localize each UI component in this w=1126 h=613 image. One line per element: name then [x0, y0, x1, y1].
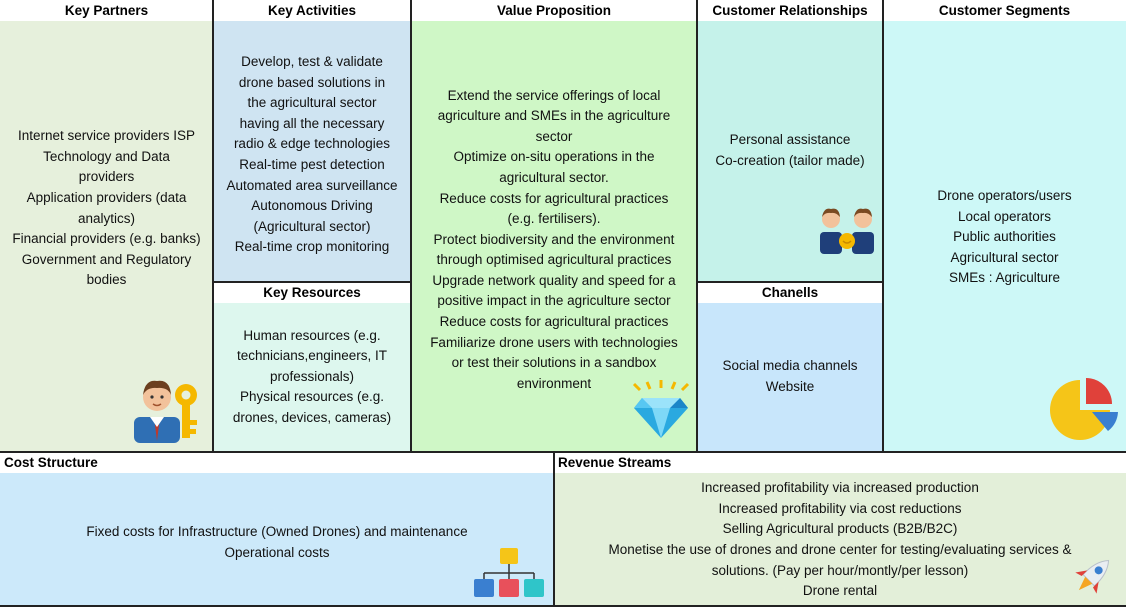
- divider: [213, 281, 410, 283]
- text-line: Agricultural sector: [950, 249, 1059, 265]
- text-line: agricultural sector.: [499, 169, 609, 185]
- text-line: Protect biodiversity and the environment: [433, 231, 675, 247]
- text-line: Physical resources (e.g.: [239, 389, 385, 405]
- text-line: (Agricultural sector): [253, 218, 371, 234]
- divider: [0, 605, 1126, 607]
- text-line: Autonomous Driving: [251, 198, 373, 214]
- divider: [696, 0, 698, 452]
- divider: [0, 451, 1126, 453]
- text-line: positive impact in the agriculture secto…: [437, 293, 671, 309]
- text-line: radio & edge technologies: [233, 136, 391, 152]
- text-line: Public authorities: [953, 229, 1056, 245]
- text-line: Upgrade network quality and speed for a: [432, 272, 676, 288]
- text-line: Financial providers (e.g. banks): [12, 231, 201, 247]
- text-line: Develop, test & validate: [241, 54, 383, 70]
- key-activities-text: Develop, test & validate drone based solu…: [213, 45, 411, 265]
- text-line: Real-time pest detection: [239, 157, 385, 172]
- value-proposition-text: Extend the service offerings of local agr…: [411, 80, 697, 400]
- key-partners-text: Internet service providers ISP Technology…: [0, 21, 213, 396]
- text-line: SMEs : Agriculture: [948, 270, 1061, 286]
- key-activities-cell: [213, 21, 411, 281]
- text-line: Reduce costs for agricultural practices: [439, 190, 669, 206]
- cost-structure-header: Cost Structure: [0, 452, 554, 473]
- handshake-icon: [820, 208, 874, 254]
- divider: [553, 452, 555, 607]
- text-line: Government and Regulatory: [21, 251, 192, 267]
- text-line: drone based solutions in: [238, 74, 386, 90]
- text-line: technicians,engineers, IT: [236, 348, 388, 364]
- text-line: agriculture and SMEs in the agriculture: [437, 108, 671, 124]
- value-proposition-cell: [411, 21, 697, 451]
- text-line: Drone operators/users: [937, 188, 1072, 204]
- org-chart-icon: [474, 548, 544, 597]
- key-resources-text: Human resources (e.g. technicians,enginee…: [213, 303, 411, 451]
- value-proposition-header: Value Proposition: [411, 0, 697, 21]
- divider: [697, 281, 883, 283]
- text-line: Automated area surveillance: [226, 177, 398, 193]
- text-line: professionals): [269, 368, 355, 384]
- text-line: Familiarize drone users with technologie…: [430, 334, 678, 350]
- text-line: solutions. (Pay per hour/montly/per less…: [711, 562, 969, 578]
- revenue-streams-cell: [554, 473, 1126, 605]
- text-line: analytics): [77, 210, 136, 226]
- text-line: drones, devices, cameras): [232, 409, 392, 425]
- text-line: Human resources (e.g.: [243, 327, 381, 343]
- divider: [882, 0, 884, 452]
- key-partners-cell: [0, 21, 213, 451]
- revenue-streams-text: Increased profitability via increased pr…: [554, 477, 1126, 603]
- text-line: having all the necessary: [239, 115, 385, 131]
- cost-structure-text: Fixed costs for Infrastructure (Owned Dr…: [0, 473, 554, 613]
- channels-cell: [697, 303, 883, 451]
- text-line: providers: [78, 169, 135, 185]
- text-line: Internet service providers ISP: [17, 128, 196, 144]
- text-line: (e.g. fertilisers).: [507, 211, 601, 227]
- text-line: Real-time crop monitoring: [234, 239, 390, 255]
- key-resources-cell: [213, 303, 411, 451]
- text-line: Website: [765, 379, 815, 394]
- text-line: Reduce costs for agricultural practices: [439, 314, 669, 330]
- text-line: the agricultural sector: [247, 95, 377, 111]
- businessman-key-icon: [134, 380, 197, 443]
- text-line: Increased profitability via increased pr…: [701, 480, 979, 496]
- text-line: Optimize on-situ operations in the: [453, 149, 655, 165]
- text-line: environment: [516, 375, 592, 391]
- text-line: Fixed costs for Infrastructure (Owned Dr…: [86, 524, 468, 540]
- diamond-icon: [632, 380, 690, 438]
- text-line: sector: [535, 128, 573, 144]
- customer-segments-header: Customer Segments: [883, 0, 1126, 21]
- customer-relationships-header: Customer Relationships: [697, 0, 883, 21]
- customer-segments-cell: [883, 21, 1126, 451]
- rocket-icon: [1075, 559, 1110, 594]
- customer-relationships-text: Personal assistance Co-creation (tailor m…: [697, 120, 883, 182]
- channels-header: Chanells: [697, 282, 883, 303]
- customer-segments-text: Drone operators/users Local operators Publ…: [883, 150, 1126, 325]
- text-line: Technology and Data: [43, 148, 170, 164]
- text-line: Application providers (data: [26, 189, 187, 205]
- revenue-streams-header: Revenue Streams: [554, 452, 1126, 473]
- cost-structure-cell: [0, 473, 554, 605]
- channels-text: Social media channels Website: [697, 345, 883, 409]
- text-line: Local operators: [957, 208, 1052, 224]
- text-line: Social media channels: [722, 358, 858, 374]
- divider: [410, 0, 412, 452]
- pie-chart-icon: [1050, 378, 1118, 440]
- text-line: through optimised agricultural practices: [436, 252, 672, 268]
- text-line: Extend the service offerings of local: [447, 87, 661, 103]
- text-line: Monetise the use of drones and drone cen…: [608, 542, 1072, 557]
- text-line: Selling Agricultural products (B2B/B2C): [722, 521, 958, 537]
- divider: [212, 0, 214, 452]
- text-line: bodies: [86, 272, 127, 288]
- text-line: Operational costs: [224, 545, 330, 560]
- text-line: Personal assistance: [729, 132, 851, 148]
- text-line: Increased profitability via cost reducti…: [718, 500, 962, 516]
- text-line: Co-creation (tailor made): [715, 153, 865, 168]
- text-line: Drone rental: [802, 583, 878, 599]
- key-partners-header: Key Partners: [0, 0, 213, 21]
- text-line: or test their solutions in a sandbox: [451, 355, 657, 371]
- key-activities-header: Key Activities: [213, 0, 411, 21]
- key-resources-header: Key Resources: [213, 282, 411, 303]
